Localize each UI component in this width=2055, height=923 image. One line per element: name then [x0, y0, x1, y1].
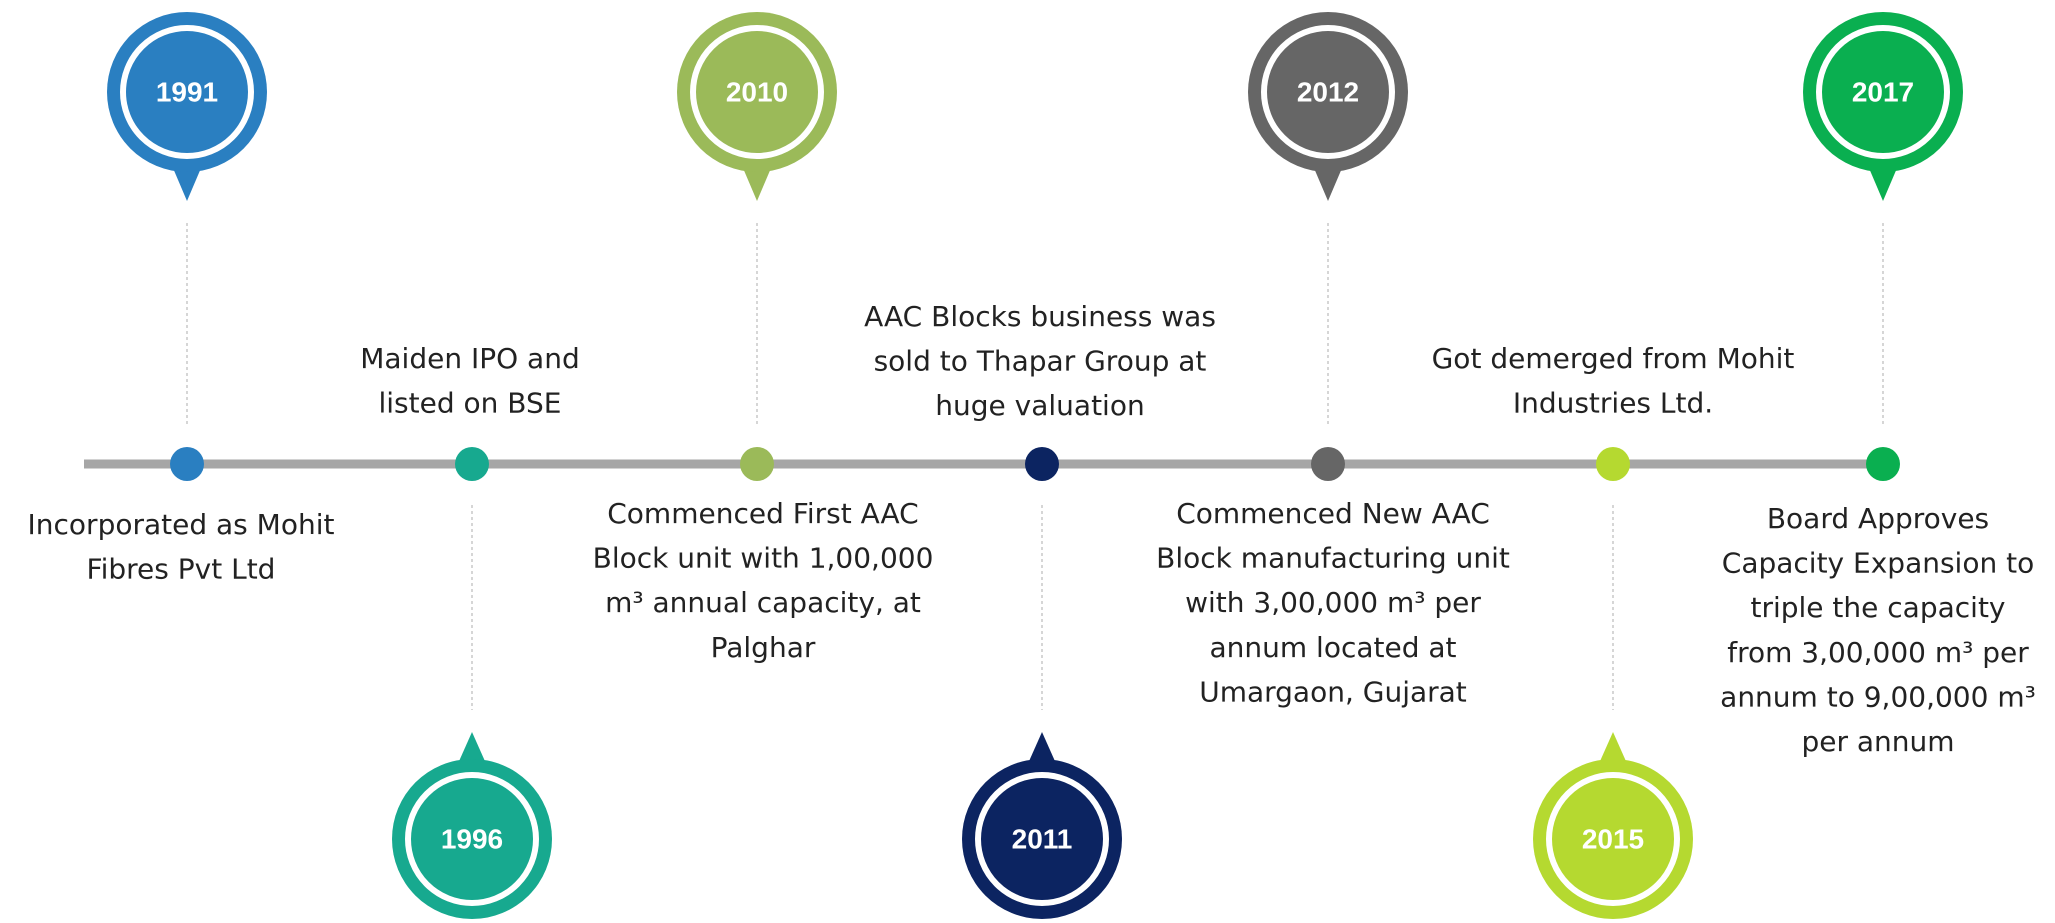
event-description: annum to 9,00,000 m³ — [1720, 680, 2036, 713]
event-description: Capacity Expansion to — [1722, 547, 2034, 580]
event-description: Palghar — [711, 631, 816, 664]
event-description: triple the capacity — [1750, 591, 2005, 624]
pin-ring — [690, 25, 824, 159]
pin-ring — [120, 25, 254, 159]
event-description: Umargaon, Gujarat — [1199, 675, 1467, 708]
event-description: Industries Ltd. — [1513, 387, 1713, 420]
year-label: 2017 — [1852, 76, 1914, 107]
event-description: AAC Blocks business was — [864, 300, 1216, 333]
event-description: Fibres Pvt Ltd — [87, 553, 276, 586]
event-description: Got demerged from Mohit — [1432, 342, 1795, 375]
year-label: 2011 — [1012, 823, 1073, 854]
milestone-dot — [1025, 447, 1059, 481]
pin-ring — [1261, 25, 1395, 159]
event-description: huge valuation — [935, 389, 1144, 422]
milestone-dot — [455, 447, 489, 481]
event-description: Maiden IPO and — [360, 342, 580, 375]
event-description: per annum — [1801, 725, 1954, 758]
event-description: listed on BSE — [379, 387, 562, 420]
event-description: Commenced New AAC — [1176, 497, 1490, 530]
milestone-dot — [1311, 447, 1345, 481]
milestone-dot — [1596, 447, 1630, 481]
event-description: Commenced First AAC — [607, 497, 918, 530]
pin-ring — [1816, 25, 1950, 159]
event-description: sold to Thapar Group at — [874, 345, 1207, 378]
year-label: 2012 — [1297, 76, 1359, 107]
event-description: annum located at — [1209, 631, 1456, 664]
pin-ring — [975, 772, 1109, 906]
event-description: m³ annual capacity, at — [605, 586, 921, 619]
pin-ring — [1546, 772, 1680, 906]
event-description: from 3,00,000 m³ per — [1727, 636, 2029, 669]
year-label: 2010 — [726, 76, 788, 107]
year-label: 2015 — [1582, 823, 1644, 854]
year-label: 1996 — [441, 823, 503, 854]
event-description: Board Approves — [1767, 502, 1989, 535]
event-description: with 3,00,000 m³ per — [1185, 586, 1481, 619]
event-description: Block manufacturing unit — [1156, 542, 1510, 575]
event-description: Incorporated as Mohit — [28, 508, 335, 541]
milestone-dot — [170, 447, 204, 481]
milestone-dot — [1866, 447, 1900, 481]
pin-ring — [405, 772, 539, 906]
event-description: Block unit with 1,00,000 — [593, 542, 934, 575]
year-label: 1991 — [156, 76, 218, 107]
milestone-dot — [740, 447, 774, 481]
